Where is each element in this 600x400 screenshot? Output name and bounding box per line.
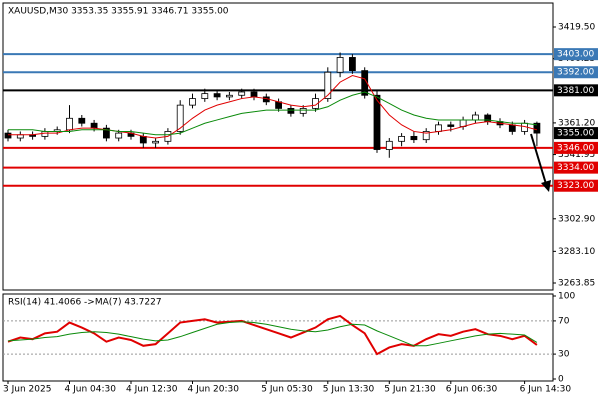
level-label-box xyxy=(554,48,598,61)
level-label-box xyxy=(554,161,598,174)
level-label: 3381.00 xyxy=(557,86,594,96)
candle-body xyxy=(508,124,516,132)
arrow-shaft xyxy=(530,133,547,185)
candle-body xyxy=(373,94,381,150)
candle-body xyxy=(410,135,418,141)
x-tick-label: 3 Jun 2025 xyxy=(3,385,51,395)
price-label-box xyxy=(554,127,598,140)
level-label-box xyxy=(554,84,598,97)
candle-body xyxy=(103,127,110,139)
y-tick-label: 30 xyxy=(558,350,570,360)
candle-body xyxy=(348,57,356,71)
x-tick-label: 5 Jun 13:30 xyxy=(323,385,375,395)
y-tick-label: 3361.20 xyxy=(558,118,595,128)
candle-body xyxy=(324,71,332,99)
x-tick-label: 4 Jun 04:30 xyxy=(65,385,117,395)
candle-body xyxy=(398,135,406,142)
candle-body xyxy=(361,70,369,96)
ma-line xyxy=(7,314,538,356)
candle-body xyxy=(90,122,98,129)
candle-body xyxy=(115,132,123,139)
candle-body xyxy=(287,108,295,114)
price-label: 3355.00 xyxy=(557,129,594,139)
candle-body xyxy=(66,117,73,131)
y-tick-label: 3263.85 xyxy=(558,279,595,289)
rsi-title: RSI(14) 41.4066 ->MA(7) 43.7227 xyxy=(8,298,162,308)
candle-body xyxy=(176,104,184,132)
x-tick-label: 5 Jun 05:30 xyxy=(261,385,313,395)
candle-body xyxy=(189,98,196,106)
level-label: 3392.00 xyxy=(557,68,594,78)
ma-line xyxy=(8,74,538,139)
level-label: 3323.00 xyxy=(557,181,594,191)
level-label: 3334.00 xyxy=(557,163,594,173)
y-tick-label: 100 xyxy=(558,292,575,302)
candle-body xyxy=(4,132,12,139)
candle-body xyxy=(78,117,86,124)
level-label-box xyxy=(554,179,598,192)
y-tick-label: 3419.50 xyxy=(558,23,595,33)
forecast-arrow xyxy=(530,133,551,192)
arrow-head xyxy=(541,180,551,192)
level-label-box xyxy=(554,141,598,154)
ma-line xyxy=(8,91,537,136)
candle-body xyxy=(422,131,430,141)
y-tick-label: 3341.95 xyxy=(558,150,595,160)
candle-body xyxy=(250,91,258,98)
candle-body xyxy=(336,57,344,73)
candle-body xyxy=(201,93,209,99)
candle-body xyxy=(139,135,147,144)
candle-body xyxy=(225,94,233,98)
x-tick-label: 6 Jun 06:30 xyxy=(446,385,498,395)
candle-body xyxy=(471,114,479,121)
rsi-panel xyxy=(2,293,554,382)
candle-body xyxy=(299,108,307,114)
candle-body xyxy=(447,124,455,127)
x-tick-label: 4 Jun 20:30 xyxy=(188,385,240,395)
y-tick-label: 3283.10 xyxy=(558,247,595,257)
candle-body xyxy=(152,140,160,144)
y-tick-label: 3302.90 xyxy=(558,214,595,224)
y-tick-label: 0 xyxy=(558,375,564,385)
y-tick-label: 70 xyxy=(558,316,570,326)
candle-body xyxy=(238,91,246,96)
price-panel xyxy=(2,2,554,291)
candle-body xyxy=(385,140,393,150)
x-tick-label: 5 Jun 21:30 xyxy=(384,385,436,395)
candle-body xyxy=(435,124,442,132)
level-label-box xyxy=(554,66,598,79)
candle-body xyxy=(213,93,221,98)
candle-body xyxy=(533,122,541,134)
chart-title: XAUUSD,M30 3353.35 3355.91 3346.71 3355.… xyxy=(8,7,229,17)
level-label: 3403.00 xyxy=(557,50,594,60)
x-tick-label: 4 Jun 12:30 xyxy=(126,385,178,395)
candle-body xyxy=(312,98,319,109)
level-label: 3346.00 xyxy=(557,143,594,153)
candle-body xyxy=(41,131,49,137)
x-tick-label: 6 Jun 14:30 xyxy=(520,385,572,395)
ma-line xyxy=(7,321,538,347)
